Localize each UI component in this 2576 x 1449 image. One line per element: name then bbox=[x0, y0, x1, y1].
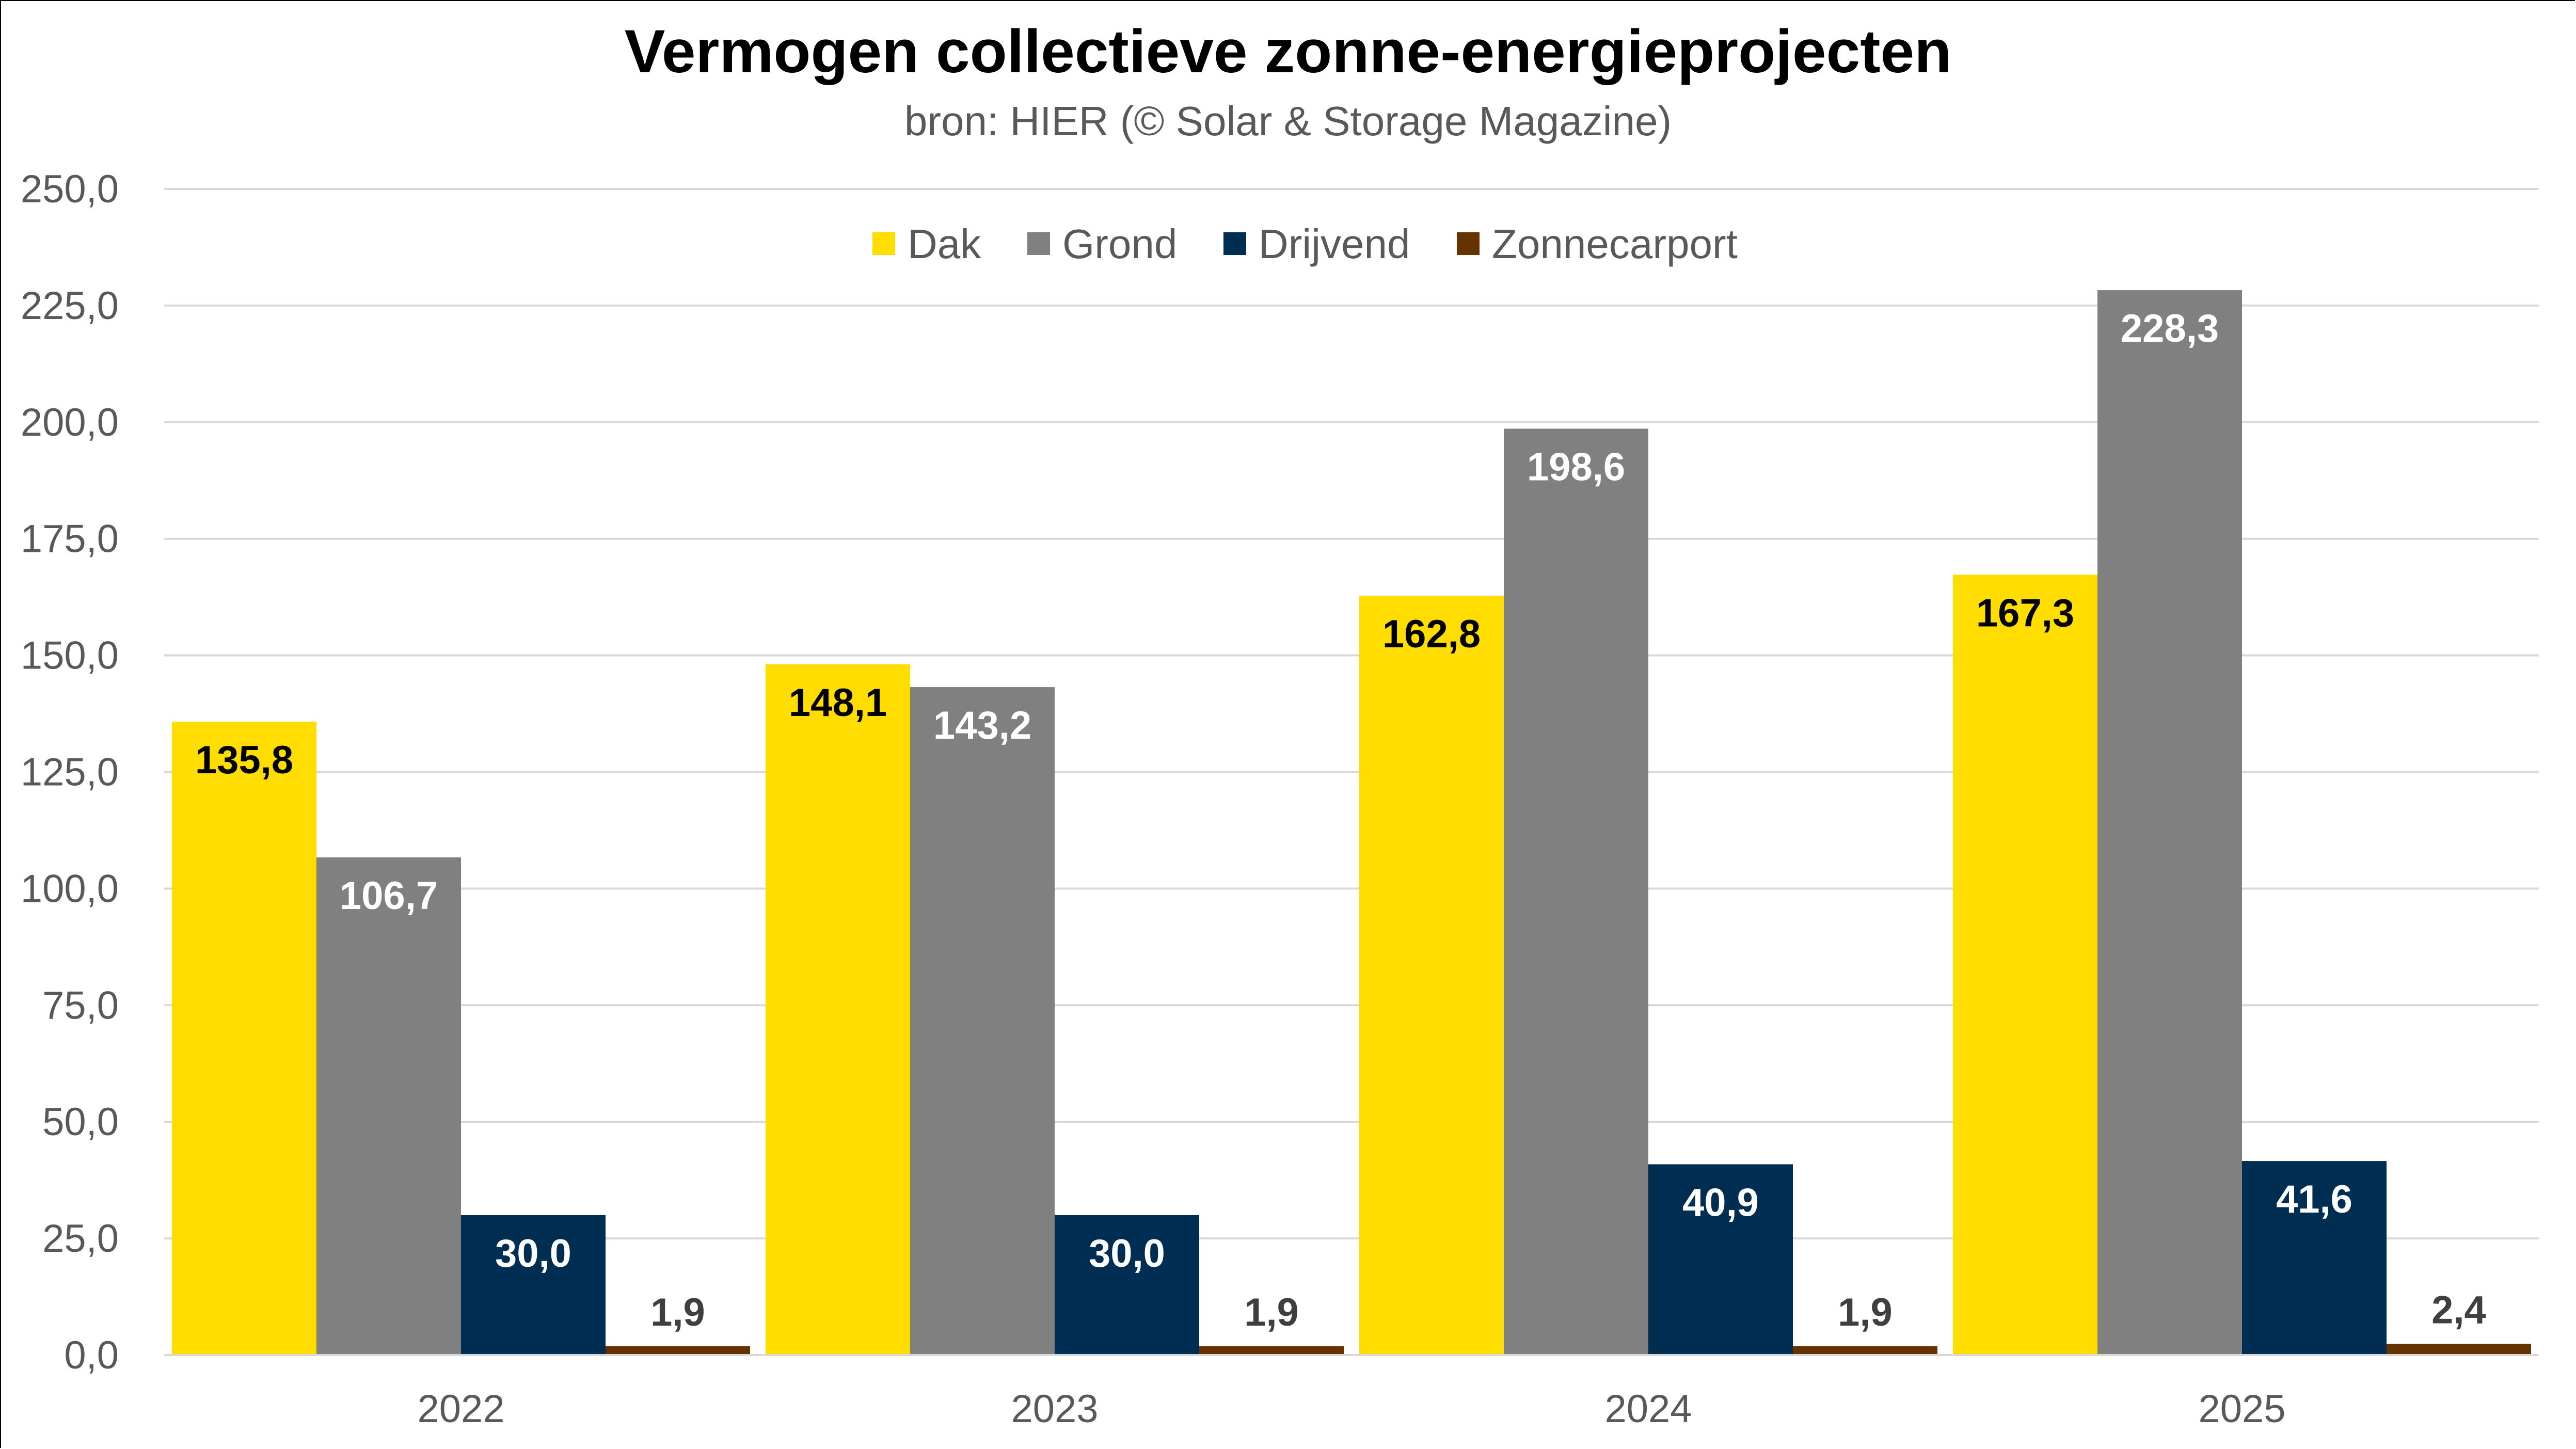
bar-drijvend-2023 bbox=[1055, 1215, 1199, 1355]
data-label: 167,3 bbox=[1976, 591, 2074, 635]
legend-item-grond: Grond bbox=[1027, 221, 1177, 267]
data-labels: 135,8 106,7 30,0 1,9 148,1 143,2 30,0 1,9 162,8 1… bbox=[195, 307, 2486, 1334]
y-tick-label: 175,0 bbox=[21, 517, 119, 561]
data-label: 1,9 bbox=[1244, 1291, 1299, 1334]
y-axis: 0,0 25,0 50,0 75,0 100,0 125,0 150,0 175,0 200,0… bbox=[21, 167, 119, 1377]
bar-dak-2022 bbox=[172, 721, 316, 1355]
y-tick-label: 225,0 bbox=[21, 284, 119, 328]
legend-swatch bbox=[1223, 232, 1246, 255]
y-tick-label: 100,0 bbox=[21, 867, 119, 911]
bar-grond-2025 bbox=[2097, 290, 2242, 1356]
bar-drijvend-2024 bbox=[1648, 1164, 1793, 1355]
legend-label: Grond bbox=[1062, 221, 1177, 267]
chart-subtitle: bron: HIER (© Solar & Storage Magazine) bbox=[904, 98, 1672, 144]
data-label: 228,3 bbox=[2121, 307, 2219, 351]
legend-swatch bbox=[1027, 232, 1050, 255]
data-label: 135,8 bbox=[195, 738, 293, 782]
bar-drijvend-2022 bbox=[461, 1215, 606, 1355]
legend-item-drijvend: Drijvend bbox=[1223, 221, 1410, 267]
bar-drijvend-2025 bbox=[2242, 1161, 2387, 1355]
bar-dak-2025 bbox=[1953, 575, 2097, 1355]
legend-swatch bbox=[872, 232, 895, 255]
bar-zonnecarport-2025 bbox=[2387, 1344, 2531, 1355]
y-tick-label: 250,0 bbox=[21, 167, 119, 211]
legend-item-dak: Dak bbox=[872, 221, 981, 267]
chart-title: Vermogen collectieve zonne-energieprojec… bbox=[625, 18, 1952, 86]
data-label: 148,1 bbox=[789, 681, 887, 725]
x-tick-label: 2024 bbox=[1604, 1387, 1692, 1431]
y-tick-label: 50,0 bbox=[42, 1100, 119, 1144]
data-label: 30,0 bbox=[1089, 1232, 1165, 1276]
data-label: 143,2 bbox=[933, 704, 1031, 747]
data-label: 2,4 bbox=[2431, 1288, 2486, 1332]
bar-grond-2023 bbox=[910, 687, 1055, 1355]
legend-item-zonnecarport: Zonnecarport bbox=[1457, 221, 1738, 267]
y-tick-label: 125,0 bbox=[21, 751, 119, 794]
bar-zonnecarport-2022 bbox=[606, 1346, 750, 1355]
bar-zonnecarport-2023 bbox=[1199, 1346, 1344, 1355]
y-tick-label: 75,0 bbox=[42, 983, 119, 1027]
data-label: 1,9 bbox=[650, 1291, 705, 1334]
bar-dak-2024 bbox=[1359, 595, 1504, 1355]
data-label: 198,6 bbox=[1527, 445, 1625, 489]
legend-label: Dak bbox=[908, 221, 981, 267]
y-tick-label: 150,0 bbox=[21, 634, 119, 678]
x-axis: 2022 2023 2024 2025 bbox=[164, 1354, 2539, 1431]
y-tick-label: 200,0 bbox=[21, 401, 119, 444]
x-tick-label: 2025 bbox=[2198, 1387, 2285, 1431]
data-label: 1,9 bbox=[1838, 1291, 1893, 1334]
bar-grond-2022 bbox=[316, 857, 461, 1355]
x-tick-label: 2022 bbox=[417, 1387, 504, 1431]
y-tick-label: 25,0 bbox=[42, 1217, 119, 1261]
legend-label: Zonnecarport bbox=[1492, 221, 1738, 267]
bar-grond-2024 bbox=[1504, 428, 1648, 1355]
legend-label: Drijvend bbox=[1259, 221, 1410, 267]
bars bbox=[172, 290, 2531, 1356]
legend: Dak Grond Drijvend Zonnecarport bbox=[872, 221, 1738, 267]
bar-zonnecarport-2024 bbox=[1793, 1346, 1937, 1355]
data-label: 30,0 bbox=[495, 1232, 571, 1276]
bar-dak-2023 bbox=[766, 664, 910, 1355]
data-label: 106,7 bbox=[340, 874, 438, 918]
data-label: 40,9 bbox=[1682, 1181, 1759, 1224]
x-tick-label: 2023 bbox=[1011, 1387, 1098, 1431]
legend-swatch bbox=[1457, 232, 1480, 255]
y-tick-label: 0,0 bbox=[64, 1333, 119, 1377]
data-label: 162,8 bbox=[1382, 612, 1481, 656]
data-label: 41,6 bbox=[2276, 1177, 2352, 1221]
